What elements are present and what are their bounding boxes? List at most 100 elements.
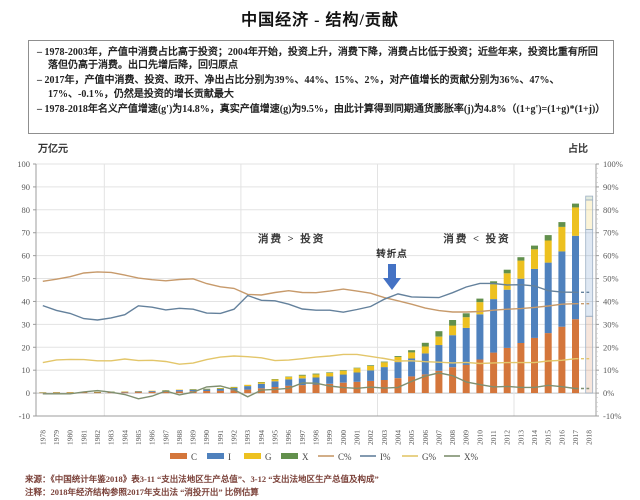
- bar-segment-G: [312, 374, 320, 378]
- bar-segment-C: [421, 374, 429, 393]
- bullet-item-3: – 1978-2018年名义产值增速(g')为14.8%，真实产值增速(g)为9…: [37, 103, 606, 115]
- bar-segment-I: [544, 262, 552, 334]
- bar-segment-X: [421, 342, 429, 347]
- bar-segment-C: [449, 367, 457, 394]
- x-axis-tick: 2001: [353, 430, 362, 445]
- x-axis-tick: 1999: [325, 430, 334, 445]
- bar-segment-G: [339, 370, 347, 375]
- bar-segment-I: [476, 314, 484, 360]
- x-axis-tick: 2015: [544, 430, 553, 445]
- bar-segment-X: [435, 331, 443, 337]
- x-axis-tick: 1983: [107, 430, 116, 445]
- right-axis-tick: 10%: [603, 365, 619, 375]
- bar-segment-I: [503, 289, 511, 348]
- bar-segment-G: [230, 387, 238, 388]
- x-axis-tick: 1992: [230, 430, 239, 445]
- bar-segment-I: [271, 381, 279, 387]
- line-G%: [42, 353, 576, 365]
- legend-label-G%: G%: [422, 452, 436, 462]
- x-axis-tick: 1989: [189, 430, 198, 445]
- x-axis-tick: 1996: [284, 430, 293, 445]
- x-axis-tick: 1990: [202, 430, 211, 445]
- bar-segment-C: [380, 380, 388, 394]
- bar-segment-C: [544, 333, 552, 394]
- x-axis-tick: 2012: [503, 430, 512, 445]
- x-axis-tick: 2003: [380, 430, 389, 445]
- bar-segment-C: [230, 390, 238, 393]
- gdp-structure-combo-chart: 1009080706050403020100-10100%90%80%70%60…: [17, 142, 623, 462]
- x-axis-tick: 1981: [79, 430, 88, 445]
- bar-segment-C: [134, 392, 142, 393]
- x-axis-tick: 1991: [216, 430, 225, 445]
- bar-segment-X: [394, 356, 402, 357]
- bar-segment-G: [271, 379, 279, 382]
- bar-segment-G: [503, 273, 511, 290]
- bar-segment-C: [490, 352, 498, 394]
- bar-segment-C: [312, 384, 320, 393]
- chart-area: 100 90 80 70 60 50 40 30 20 10 0 -10 100% 90% 80% 70% 60…: [0, 138, 640, 472]
- x-axis-tick: 2006: [421, 430, 430, 445]
- bar-segment-G: [558, 226, 566, 252]
- bar-segment-I: [380, 367, 388, 380]
- bar-segment-X: [531, 245, 538, 250]
- bar-segment-C: [94, 392, 101, 394]
- x-axis-tick: 1993: [243, 430, 252, 445]
- legend-swatch-X: [281, 453, 298, 459]
- left-axis-tick: 10: [22, 365, 31, 375]
- bar-segment-X: [339, 370, 347, 371]
- left-axis-tick: 90: [22, 182, 31, 192]
- x-axis-tick: 1980: [66, 430, 75, 445]
- bar-segment-G: [462, 317, 470, 328]
- x-axis-tick: 1978: [38, 430, 47, 445]
- left-axis-tick: 40: [22, 297, 31, 307]
- bar-segment-I: [517, 278, 525, 343]
- legend-label-I%: I%: [380, 452, 391, 462]
- bar-segment-G: [544, 240, 552, 263]
- bar-segment-I: [285, 379, 293, 386]
- bar-segment-I: [134, 391, 142, 393]
- annotation-consumption-lt-investment: 消费 < 投资: [443, 232, 510, 245]
- bar-segment-I: [558, 251, 566, 327]
- note-line: 注释：2018年经济结构参照2017年支出法 “消投开出” 比例估算: [25, 486, 259, 497]
- right-axis-tick: -10%: [603, 411, 621, 421]
- legend-swatch-I: [207, 453, 224, 459]
- bar-segment-G: [285, 377, 293, 380]
- bar-segment-C: [585, 315, 594, 394]
- x-axis-tick: 2011: [489, 430, 498, 445]
- right-axis-tick: 100%: [603, 159, 623, 169]
- x-axis-tick: 1985: [134, 430, 143, 445]
- bar-segment-X: [517, 257, 525, 261]
- right-axis-tick: 50%: [603, 274, 619, 284]
- bar-segment-I: [490, 299, 498, 353]
- bar-segment-C: [162, 391, 170, 394]
- legend-swatch-C: [170, 453, 187, 459]
- left-axis-tick: 80: [22, 205, 31, 215]
- bar-segment-G: [490, 284, 498, 300]
- bar-segment-X: [572, 203, 579, 208]
- left-axis-tick: 30: [22, 319, 31, 329]
- bar-segment-I: [203, 389, 211, 391]
- right-axis-label: 占比: [568, 142, 588, 155]
- bar-segment-C: [476, 359, 484, 394]
- bar-segment-X: [367, 365, 375, 366]
- legend-label-I: I: [228, 452, 231, 462]
- bar-segment-C: [53, 392, 60, 394]
- bar-segment-G: [216, 388, 224, 389]
- bar-segment-G: [326, 373, 334, 377]
- left-axis-tick: 60: [22, 251, 31, 261]
- bar-segment-I: [449, 335, 457, 368]
- bar-segment-C: [353, 381, 361, 394]
- right-axis-tick: 30%: [603, 319, 619, 329]
- bar-segment-C: [572, 319, 579, 394]
- bar-segment-X: [503, 269, 511, 274]
- bar-segment-C: [203, 391, 211, 394]
- legend-label-X%: X%: [464, 452, 478, 462]
- bar-segment-X: [353, 367, 361, 369]
- x-axis-tick: 2004: [394, 430, 403, 445]
- x-axis-tick: 1982: [93, 430, 102, 445]
- x-axis-tick: 2000: [339, 430, 348, 445]
- bar-segment-G: [244, 384, 252, 387]
- bar-segment-G: [531, 249, 538, 269]
- bar-segment-I: [462, 327, 470, 365]
- line-C%: [42, 271, 576, 313]
